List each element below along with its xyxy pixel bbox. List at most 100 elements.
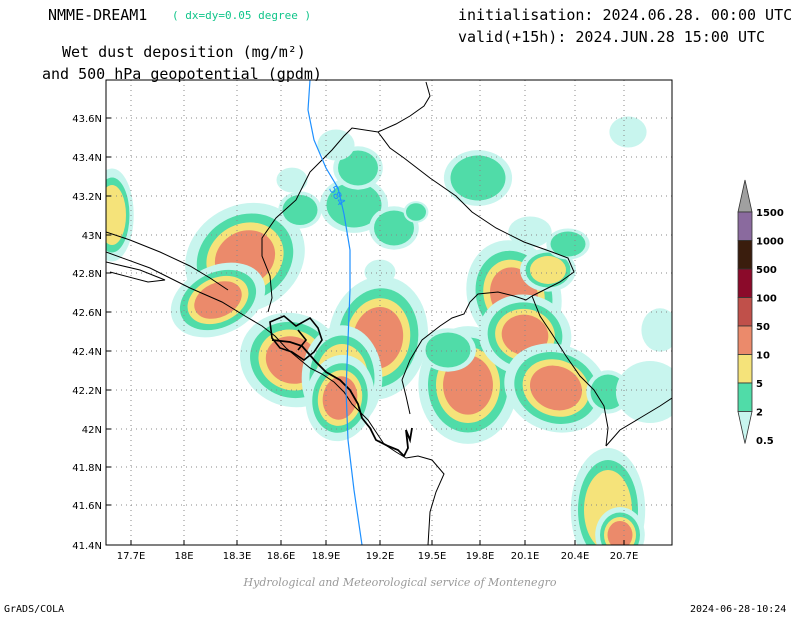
dust-deposition-field xyxy=(106,116,672,545)
deposition-cell xyxy=(420,328,476,372)
kosovo-border xyxy=(531,295,609,447)
lat-tick-label: 42.4N xyxy=(72,347,102,358)
deposition-level-2 xyxy=(282,195,318,225)
software-label: GrADS/COLA xyxy=(4,604,65,615)
deposition-level-0.5 xyxy=(364,259,396,285)
lon-tick-label: 18.9E xyxy=(312,551,341,562)
deposition-level-0.5 xyxy=(276,167,308,193)
deposition-level-5 xyxy=(530,256,566,284)
bih-border xyxy=(261,81,431,313)
lon-tick-label: 19.2E xyxy=(366,551,395,562)
deposition-level-0.5 xyxy=(641,308,672,352)
lat-tick-label: 42N xyxy=(82,425,102,436)
legend-swatch xyxy=(737,211,753,241)
coastline xyxy=(106,251,445,545)
peninsula-line xyxy=(106,261,166,283)
lon-tick-label: 17.7E xyxy=(117,551,146,562)
legend-swatch xyxy=(737,268,753,298)
lat-tick-label: 43.2N xyxy=(72,192,102,203)
deposition-level-2 xyxy=(590,374,626,410)
deposition-cell xyxy=(276,167,308,193)
deposition-level-0.5 xyxy=(615,361,672,423)
deposition-cell xyxy=(615,361,672,423)
legend-label: 100 xyxy=(756,294,777,305)
legend-swatch xyxy=(737,382,753,412)
lon-tick-label: 18.6E xyxy=(267,551,296,562)
legend-label: 5 xyxy=(756,379,763,390)
plot-timestamp: 2024-06-28-10:24 xyxy=(690,604,787,615)
lon-tick-label: 19.5E xyxy=(418,551,447,562)
model-resolution: ( dx=dy=0.05 degree ) xyxy=(172,9,312,22)
color-legend: 1500 1000 500 100 50 10 5 2 0.5 xyxy=(737,179,784,447)
legend-swatch xyxy=(737,354,753,384)
model-name: NMME-DREAM1 xyxy=(48,6,148,24)
legend-label: 1500 xyxy=(756,208,784,219)
lake-border xyxy=(269,315,323,361)
deposition-level-2 xyxy=(406,203,426,221)
deposition-cell xyxy=(504,343,608,433)
valid-time: valid(+15h): 2024.JUN.28 15:00 UTC xyxy=(458,28,766,46)
deposition-cell xyxy=(364,259,396,285)
deposition-level-2 xyxy=(326,182,382,228)
lake-border-inner xyxy=(297,329,308,351)
lon-tick-label: 18E xyxy=(174,551,193,562)
latitude-labels: 41.4N 41.6N 41.8N 42N 42.2N 42.4N 42.6N 42.8N 43… xyxy=(72,114,102,552)
deposition-level-0.5 xyxy=(609,116,647,148)
lat-tick-label: 43.6N xyxy=(72,114,102,125)
lat-tick-label: 42.8N xyxy=(72,269,102,280)
deposition-cell xyxy=(595,507,645,545)
graticule xyxy=(106,80,672,546)
croatia-border xyxy=(106,231,229,291)
legend-swatch xyxy=(737,240,753,270)
bay-detail xyxy=(271,339,413,458)
deposition-cell xyxy=(278,191,322,229)
lon-tick-label: 18.3E xyxy=(223,551,252,562)
coastline-and-borders xyxy=(106,81,672,545)
lat-tick-label: 41.8N xyxy=(72,463,102,474)
lat-tick-label: 43N xyxy=(82,231,102,242)
deposition-level-2 xyxy=(550,231,586,257)
deposition-cell xyxy=(641,308,672,352)
deposition-level-2 xyxy=(338,150,378,186)
credit-text: Hydrological and Meteorological service … xyxy=(243,576,557,589)
deposition-level-10 xyxy=(529,365,583,411)
deposition-level-2 xyxy=(374,210,414,246)
deposition-level-0.5 xyxy=(508,216,552,248)
map-title-line-2: and 500 hPa geopotential (gpdm) xyxy=(42,65,322,83)
deposition-level-10 xyxy=(322,376,358,420)
lon-tick-label: 20.4E xyxy=(561,551,590,562)
albania-border xyxy=(401,291,533,381)
legend-label: 10 xyxy=(756,351,770,362)
lon-tick-label: 20.1E xyxy=(511,551,540,562)
legend-label: 2 xyxy=(756,408,763,419)
longitude-labels: 17.7E 18E 18.3E 18.6E 18.9E 19.2E 19.5E 19.8E 20… xyxy=(117,551,639,562)
lon-tick-label: 20.7E xyxy=(610,551,639,562)
legend-arrow-top xyxy=(737,179,753,213)
macedonia-border xyxy=(605,397,672,447)
deposition-cell xyxy=(546,228,590,260)
lat-tick-label: 43.4N xyxy=(72,153,102,164)
deposition-level-10 xyxy=(607,520,633,545)
lat-tick-label: 41.4N xyxy=(72,541,102,552)
map-title-line-1: Wet dust deposition (mg/m²) xyxy=(62,43,306,61)
deposition-cell xyxy=(508,216,552,248)
initialisation-time: initialisation: 2024.06.28. 00:00 UTC xyxy=(458,6,793,24)
albania-border-south xyxy=(401,379,411,415)
lat-tick-label: 41.6N xyxy=(72,501,102,512)
deposition-level-5 xyxy=(106,185,126,245)
legend-swatch xyxy=(737,325,753,355)
serbia-border xyxy=(377,131,575,297)
map-frame xyxy=(105,79,673,546)
lon-tick-label: 19.8E xyxy=(466,551,495,562)
deposition-cell xyxy=(609,116,647,148)
legend-label: 500 xyxy=(756,265,777,276)
deposition-cell xyxy=(403,201,429,223)
lat-tick-label: 42.6N xyxy=(72,308,102,319)
deposition-cell xyxy=(443,150,513,206)
deposition-level-2 xyxy=(425,332,471,368)
legend-label: 1000 xyxy=(756,237,784,248)
legend-label: 0.5 xyxy=(756,436,774,447)
legend-swatch xyxy=(737,297,753,327)
deposition-cell xyxy=(106,168,134,262)
